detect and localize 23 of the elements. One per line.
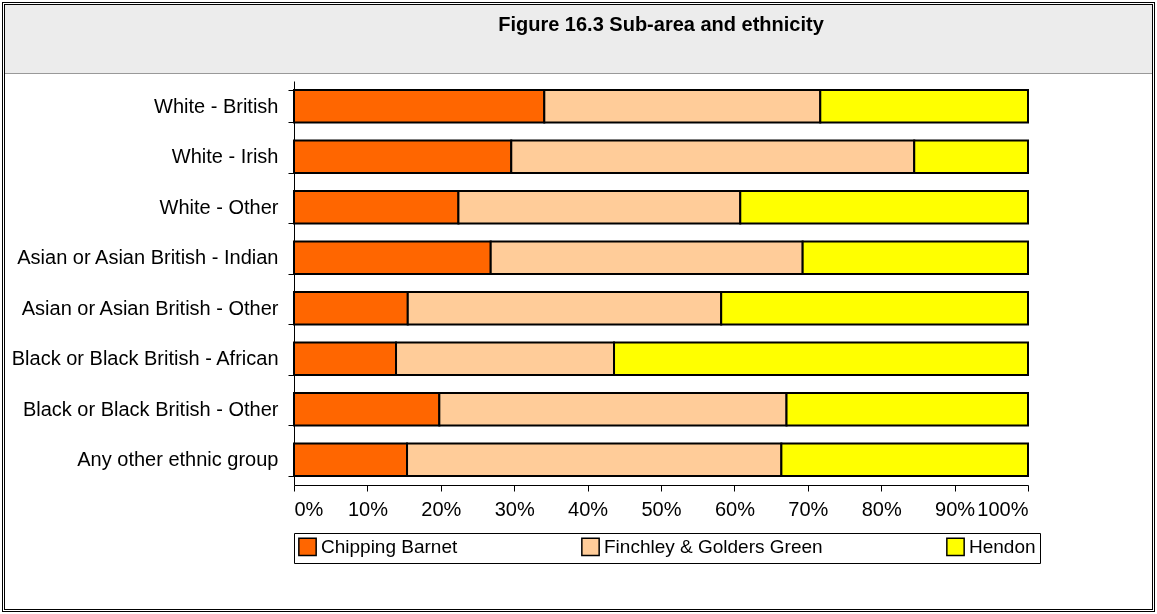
y-tick-label: Asian or Asian British - Indian [17, 246, 279, 269]
x-tick-label: 40% [568, 497, 609, 520]
x-tick-label: 0% [294, 497, 324, 520]
x-tick-label: 60% [714, 497, 756, 520]
x-tick-label: 80% [861, 497, 902, 520]
y-tick-label: White - Irish [171, 145, 279, 168]
legend-label: Finchley & Golders Green [604, 535, 823, 557]
legend-label: Hendon [969, 535, 1036, 557]
x-tick-label: 50% [641, 497, 682, 520]
y-tick-label: Black or Black British - African [11, 347, 279, 370]
x-tick-label: 100% [977, 497, 1029, 520]
x-tick-label: 90% [935, 497, 976, 520]
y-tick-label: White - Other [159, 195, 279, 218]
legend-label: Chipping Barnet [321, 535, 458, 557]
chart-title: Figure 16.3 Sub-area and ethnicity [498, 13, 825, 35]
x-tick-label: 70% [788, 497, 829, 520]
y-tick-label: Any other ethnic group [77, 448, 279, 471]
x-tick-label: 30% [494, 497, 535, 520]
x-tick-label: 20% [421, 497, 462, 520]
x-tick-label: 10% [347, 497, 389, 520]
y-tick-label: White - British [154, 94, 279, 117]
y-tick-label: Black or Black British - Other [22, 397, 279, 420]
y-tick-label: Asian or Asian British - Other [21, 296, 279, 319]
